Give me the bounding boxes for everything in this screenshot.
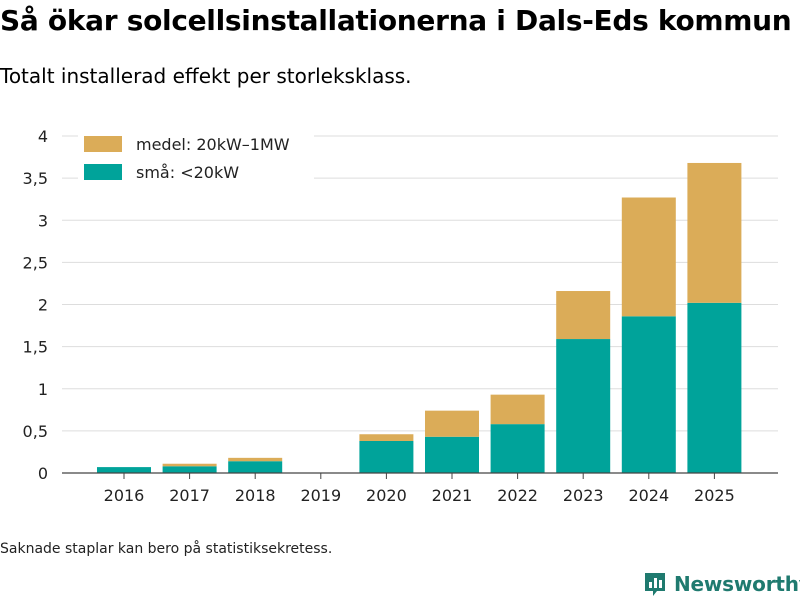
x-tick-label: 2023 bbox=[563, 486, 604, 505]
x-tick-label: 2019 bbox=[300, 486, 341, 505]
bar-small-2016 bbox=[97, 467, 151, 473]
bar-medium-2024 bbox=[621, 197, 676, 317]
x-tick-label: 2020 bbox=[366, 486, 407, 505]
y-tick-label: 0 bbox=[38, 464, 48, 483]
y-tick-label: 2,5 bbox=[23, 253, 48, 272]
bar-medium-2018 bbox=[228, 457, 283, 462]
x-tick-label: 2024 bbox=[628, 486, 669, 505]
bar-small-2018 bbox=[228, 461, 283, 473]
y-tick-label: 3 bbox=[38, 211, 48, 230]
y-tick-label: 3,5 bbox=[23, 169, 48, 188]
legend: medel: 20kW–1MW små: <20kW bbox=[78, 131, 314, 187]
bar-small-2021 bbox=[425, 436, 479, 473]
y-tick-label: 2 bbox=[38, 296, 48, 315]
x-tick-label: 2021 bbox=[432, 486, 473, 505]
bar-small-2020 bbox=[359, 440, 414, 473]
x-tick-label: 2016 bbox=[104, 486, 145, 505]
x-tick-label: 2018 bbox=[235, 486, 276, 505]
bar-medium-2017 bbox=[162, 463, 217, 467]
legend-label: små: <20kW bbox=[136, 163, 239, 182]
y-tick-label: 1 bbox=[38, 380, 48, 399]
bar-medium-2022 bbox=[490, 394, 545, 425]
bar-small-2025 bbox=[687, 302, 742, 473]
brand-logo: Newsworthy bbox=[644, 568, 800, 600]
bar-small-2017 bbox=[162, 466, 217, 473]
footnote: Saknade staplar kan bero på statistiksek… bbox=[0, 541, 333, 557]
bar-small-2022 bbox=[490, 424, 545, 473]
y-tick-label: 1,5 bbox=[23, 338, 48, 357]
legend-swatch bbox=[84, 136, 122, 152]
x-tick-label: 2022 bbox=[497, 486, 538, 505]
bar-small-2024 bbox=[621, 316, 676, 473]
y-tick-label: 0,5 bbox=[23, 422, 48, 441]
bar-medium-2020 bbox=[359, 434, 414, 441]
bars bbox=[97, 162, 742, 473]
legend-swatch bbox=[84, 164, 122, 180]
y-tick-label: 4 bbox=[38, 127, 48, 146]
chart-title: Så ökar solcellsinstallationerna i Dals-… bbox=[0, 4, 792, 37]
bar-medium-2025 bbox=[687, 162, 742, 303]
bar-medium-2023 bbox=[556, 291, 611, 340]
axes: 0 0,5 1 1,5 2 2,5 3 3,5 4 2016 2017 2018 2019 2020 202… bbox=[23, 127, 778, 505]
x-tick-label: 2017 bbox=[169, 486, 210, 505]
legend-label: medel: 20kW–1MW bbox=[136, 135, 290, 154]
chart-subtitle: Totalt installerad effekt per storlekskl… bbox=[0, 64, 412, 88]
brand-name: Newsworthy bbox=[674, 572, 800, 596]
newsworthy-logo-icon bbox=[645, 573, 665, 596]
bar-small-2023 bbox=[556, 339, 611, 473]
x-tick-label: 2025 bbox=[694, 486, 735, 505]
bar-medium-2021 bbox=[425, 410, 479, 437]
